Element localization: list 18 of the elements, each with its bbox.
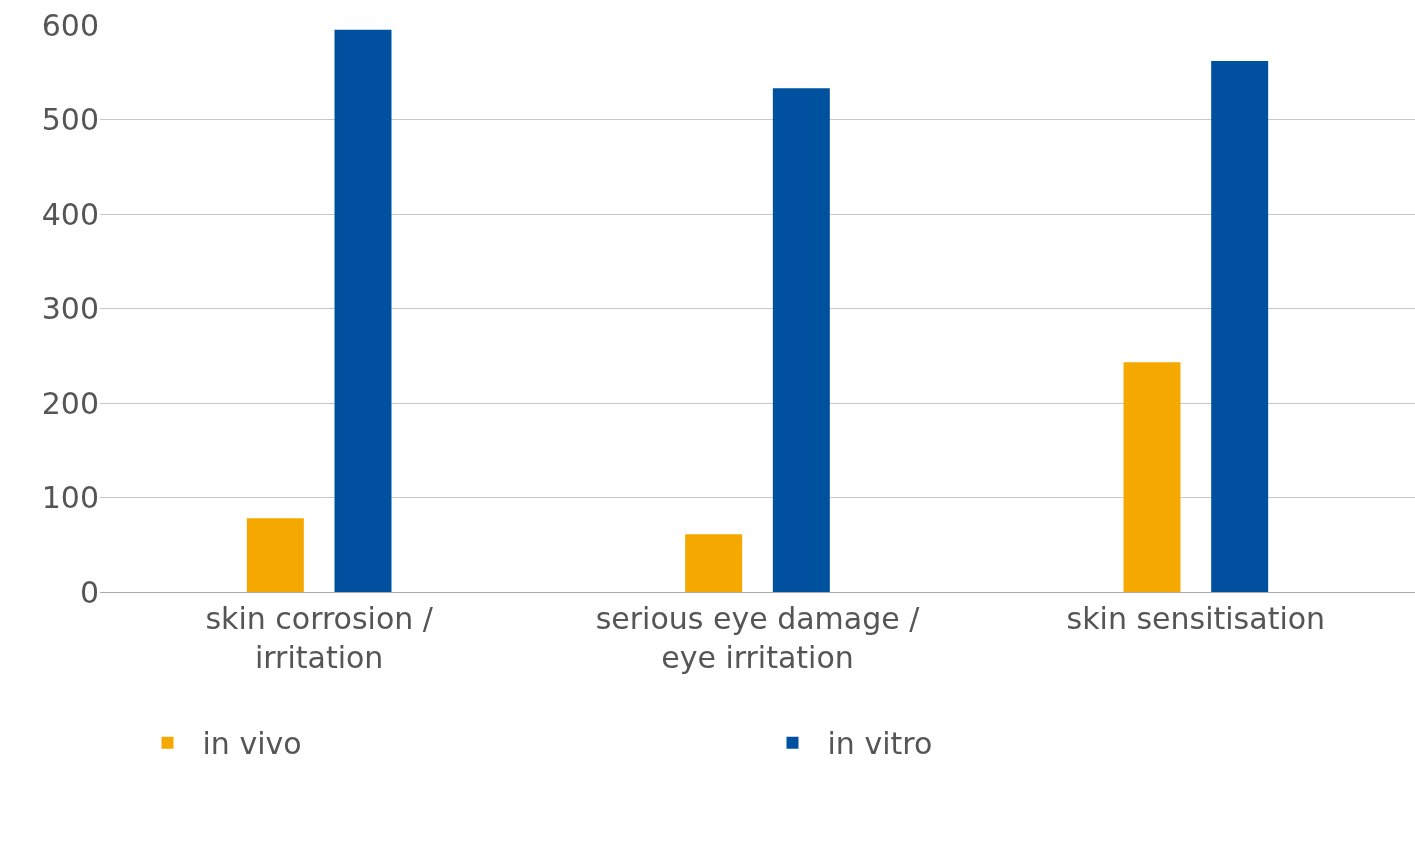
y-tick-label: 100: [41, 480, 99, 515]
y-tick-label: 300: [41, 291, 99, 326]
y-tick-label: 200: [41, 385, 99, 421]
x-tick-label: skin sensitisation: [1066, 601, 1326, 636]
y-tick-label: 600: [41, 7, 99, 43]
y-tick-label: 0: [79, 574, 99, 610]
bar: [334, 29, 392, 592]
bar: [1211, 60, 1269, 592]
legend-label: in vitro: [827, 726, 933, 762]
y-tick-label: 400: [41, 196, 99, 232]
x-tick-label: skin corrosion / irritation: [205, 601, 434, 675]
bar: [246, 518, 304, 592]
y-tick-label: 500: [41, 102, 99, 137]
bar: [685, 534, 743, 592]
bar: [772, 88, 830, 592]
legend-label: in vivo: [202, 726, 302, 762]
x-tick-label: serious eye damage / eye irritation: [595, 601, 921, 675]
bar: [1123, 362, 1181, 592]
